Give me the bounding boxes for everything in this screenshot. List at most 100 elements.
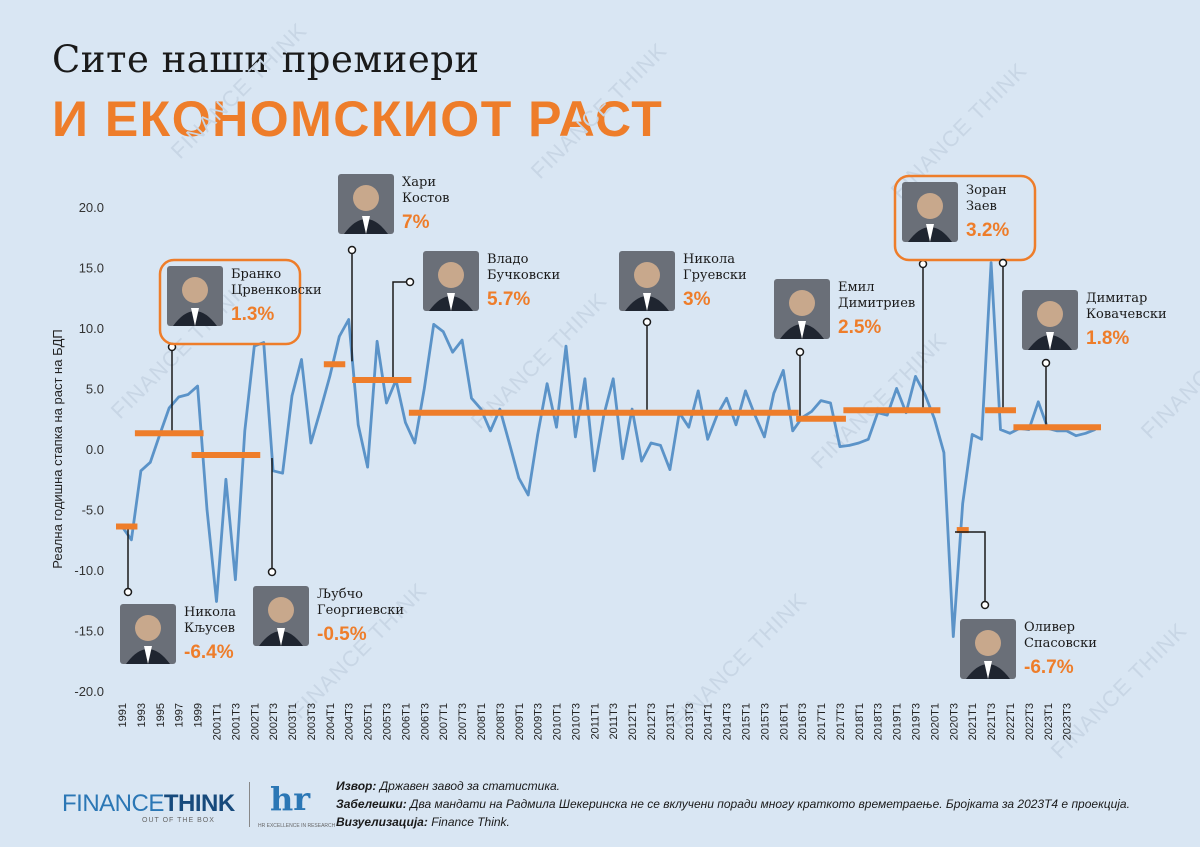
data-point: [215, 600, 218, 603]
x-tick-label: 1991: [117, 703, 129, 727]
data-point: [517, 476, 520, 480]
y-tick-label: -10.0: [74, 563, 104, 578]
data-point: [895, 387, 898, 390]
data-point: [479, 407, 483, 411]
data-point: [347, 318, 350, 321]
x-tick-label: 2007Т3: [457, 703, 469, 740]
premier-photo-shirt-icon: [447, 293, 455, 311]
x-tick-label: 1997: [174, 703, 186, 727]
data-point: [234, 578, 237, 581]
x-tick-label: 2001Т1: [211, 703, 223, 740]
data-point: [555, 426, 558, 429]
premier-avg-growth: 1.8%: [1086, 328, 1129, 349]
premier-first-name: Бранко: [231, 267, 281, 282]
logo-ft-part-a: FINANCE: [62, 790, 164, 817]
x-tick-label: 2015Т3: [759, 703, 771, 740]
premier-avg-growth: 5.7%: [487, 289, 530, 310]
y-tick-label: 20.0: [79, 200, 104, 215]
data-point: [205, 508, 209, 511]
x-tick-label: 2010Т3: [570, 703, 582, 740]
x-tick-label: 2006Т3: [419, 703, 431, 740]
x-tick-label: 2004Т3: [344, 703, 356, 740]
x-tick-label: 2018Т3: [873, 703, 885, 740]
data-point: [432, 323, 435, 326]
data-point: [734, 423, 738, 426]
premier-last-name: Груевски: [683, 268, 747, 283]
data-point: [857, 441, 861, 445]
premier-last-name: Ковачевски: [1086, 307, 1167, 322]
notes-text: Два мандати на Радмила Шекеринска не се …: [410, 797, 1130, 811]
data-point: [848, 444, 851, 447]
y-tick-label: 5.0: [86, 382, 104, 397]
data-point: [961, 502, 964, 505]
data-point: [536, 433, 539, 436]
premier-last-name: Спасовски: [1024, 636, 1097, 651]
data-point: [423, 387, 426, 390]
premier-photo-face-icon: [917, 193, 943, 219]
y-axis-label: Реална годишна стапка на раст на БДП: [50, 329, 65, 569]
data-point: [196, 384, 199, 388]
data-point: [309, 441, 313, 445]
premier-last-name: Кљусев: [184, 621, 235, 636]
data-point: [281, 472, 284, 475]
x-tick-label: 2009Т3: [533, 703, 545, 740]
premier-avg-growth: -0.5%: [317, 624, 367, 645]
notes-line: Забелешки: Два мандати на Радмила Шекери…: [336, 795, 1130, 813]
viz-text: Finance Think.: [431, 815, 510, 829]
data-point: [782, 369, 785, 372]
data-point: [640, 459, 643, 463]
x-tick-label: 2022Т1: [1005, 703, 1017, 740]
x-tick-label: 2003Т3: [306, 703, 318, 740]
premier-photo-face-icon: [789, 290, 815, 316]
x-tick-label: 2020Т3: [948, 703, 960, 740]
x-tick-label: 2010Т1: [552, 703, 564, 740]
x-tick-label: 2008Т3: [495, 703, 507, 740]
x-tick-label: 2004Т1: [325, 703, 337, 740]
data-point: [980, 438, 983, 441]
x-tick-label: 2011Т3: [608, 703, 620, 740]
data-point: [385, 401, 388, 405]
x-tick-label: 2006Т1: [400, 703, 412, 740]
x-tick-label: 2021Т1: [967, 703, 979, 740]
logo-divider: [249, 782, 250, 827]
data-point: [810, 410, 813, 413]
title-line-2: И ЕКОНОМСКИОТ РАСТ: [52, 91, 664, 147]
premier-avg-growth: 3%: [683, 289, 711, 310]
callout-dot: [998, 258, 1008, 268]
x-tick-label: 2016Т1: [778, 703, 790, 740]
premier-photo-shirt-icon: [1046, 332, 1054, 350]
premier-avg-growth: 3.2%: [966, 220, 1009, 241]
y-tick-label: 15.0: [79, 261, 104, 276]
source-label: Извор:: [336, 779, 377, 793]
logo-ft-part-b: THINK: [163, 790, 235, 817]
watermark-text: FINANCE THINK: [806, 328, 952, 474]
finance-think-logo: FINANCETHINK: [62, 790, 235, 818]
data-point: [659, 444, 662, 447]
hr-logo: hr: [270, 780, 311, 818]
data-point: [149, 461, 152, 464]
premier-first-name: Никола: [184, 605, 236, 620]
data-point: [1008, 432, 1012, 435]
data-point: [243, 429, 247, 433]
premier-last-name: Георгиевски: [317, 603, 404, 618]
data-point: [545, 382, 549, 385]
premier-averages: [116, 361, 1101, 534]
data-point: [338, 335, 341, 338]
data-point: [1074, 434, 1078, 437]
x-tick-label: 2007Т1: [438, 703, 450, 740]
premier-last-name: Црвенковски: [231, 283, 322, 298]
premier-last-name: Бучковски: [487, 268, 560, 283]
data-point: [498, 407, 502, 411]
x-tick-label: 2019Т3: [911, 703, 923, 740]
data-point: [933, 417, 936, 420]
data-point: [489, 429, 492, 433]
x-tick-label: 2015Т1: [740, 703, 752, 740]
premier-avg-growth: -6.4%: [184, 642, 234, 663]
